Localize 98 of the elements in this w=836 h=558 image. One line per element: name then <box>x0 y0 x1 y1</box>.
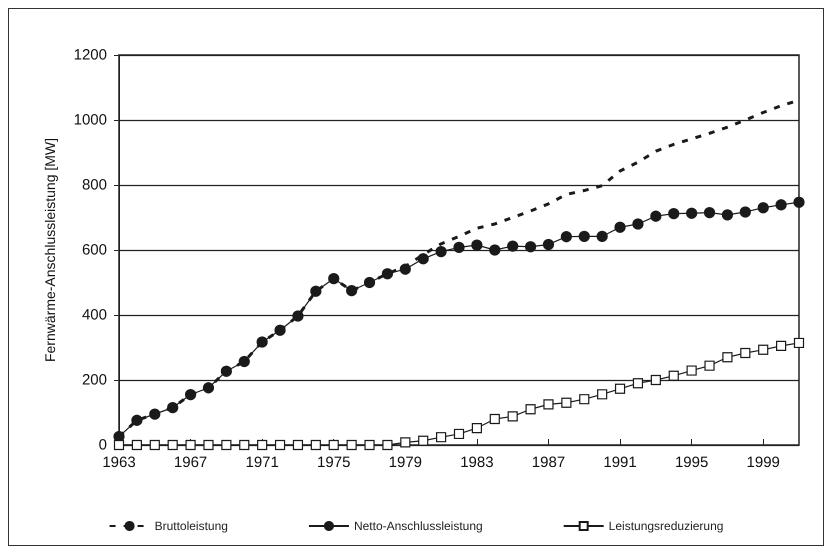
legend-label: Bruttoleistung <box>154 519 228 533</box>
x-tick-label: 1963 <box>102 454 136 471</box>
point <box>292 440 304 450</box>
point <box>256 336 268 348</box>
point <box>400 437 410 448</box>
point <box>274 440 286 450</box>
point <box>114 440 124 450</box>
point <box>776 340 786 351</box>
x-tick-label: 1999 <box>746 454 780 471</box>
point <box>650 210 662 222</box>
x-tick-label: 1987 <box>532 454 566 471</box>
point <box>257 440 268 450</box>
point <box>149 408 160 420</box>
x-tick-label: 1975 <box>317 454 350 471</box>
point <box>632 218 644 230</box>
y-tick-label: 600 <box>82 242 107 258</box>
point <box>185 440 196 450</box>
point <box>490 414 500 424</box>
x-tick-label: 1983 <box>460 454 494 471</box>
point <box>346 285 358 296</box>
point <box>722 209 734 220</box>
point <box>454 428 464 440</box>
point <box>579 394 590 404</box>
point <box>238 356 250 368</box>
point <box>668 370 679 381</box>
point <box>418 253 429 264</box>
point <box>131 414 142 426</box>
point <box>776 199 787 210</box>
point <box>382 268 394 280</box>
point <box>328 440 339 450</box>
point <box>418 436 428 446</box>
point <box>328 273 340 284</box>
point <box>184 389 196 400</box>
point <box>346 440 357 450</box>
point <box>310 286 322 297</box>
point <box>221 440 232 450</box>
y-tick-label: 800 <box>82 176 107 194</box>
point <box>758 344 768 355</box>
point <box>668 208 680 220</box>
y-tick-label: 1200 <box>74 46 107 64</box>
point <box>560 231 572 242</box>
point <box>650 374 661 386</box>
point <box>400 264 411 275</box>
point <box>597 389 608 400</box>
point <box>364 276 376 288</box>
point <box>632 378 644 388</box>
point <box>168 440 178 450</box>
y-axis-title: Fernwärme-Anschlussleistung [MW] <box>42 138 58 362</box>
point <box>220 366 232 377</box>
x-tick-label: 1995 <box>674 454 708 471</box>
point <box>793 196 805 208</box>
point <box>596 230 608 242</box>
legend-label: Netto-Anschlussleistung <box>354 519 483 533</box>
point <box>525 404 536 414</box>
point <box>686 365 697 376</box>
point <box>310 440 321 450</box>
point <box>524 241 536 252</box>
point <box>167 402 178 414</box>
x-tick-label: 1979 <box>388 454 422 471</box>
point <box>740 206 751 218</box>
point <box>132 440 142 450</box>
point <box>471 240 482 251</box>
y-tick-label: 200 <box>82 372 107 388</box>
x-tick-label: 1991 <box>603 454 637 471</box>
point <box>704 207 716 218</box>
point <box>686 208 698 219</box>
point <box>704 360 715 371</box>
y-tick-label: 400 <box>82 306 107 324</box>
point <box>722 352 733 362</box>
point <box>614 384 626 394</box>
y-tick-label: 1000 <box>74 112 107 128</box>
point <box>561 398 572 408</box>
point <box>150 440 160 450</box>
x-tick-label: 1971 <box>245 454 279 471</box>
point <box>202 382 214 394</box>
y-tick-label: 0 <box>98 436 107 454</box>
point <box>758 202 769 214</box>
point <box>543 399 554 410</box>
point <box>614 222 626 233</box>
point <box>364 440 375 450</box>
point <box>508 411 518 422</box>
point <box>578 230 590 242</box>
point <box>382 440 393 450</box>
point <box>472 423 482 434</box>
point <box>436 246 447 258</box>
point <box>203 440 214 450</box>
legend-label: Leistungsreduzierung <box>608 519 724 533</box>
point <box>453 242 465 253</box>
point <box>436 432 446 442</box>
point <box>274 324 286 336</box>
point <box>794 338 804 348</box>
point <box>507 240 518 252</box>
point <box>239 440 250 450</box>
point <box>489 244 500 256</box>
point <box>292 310 304 322</box>
point <box>740 348 750 358</box>
x-tick-label: 1967 <box>174 454 208 471</box>
point <box>542 238 554 250</box>
